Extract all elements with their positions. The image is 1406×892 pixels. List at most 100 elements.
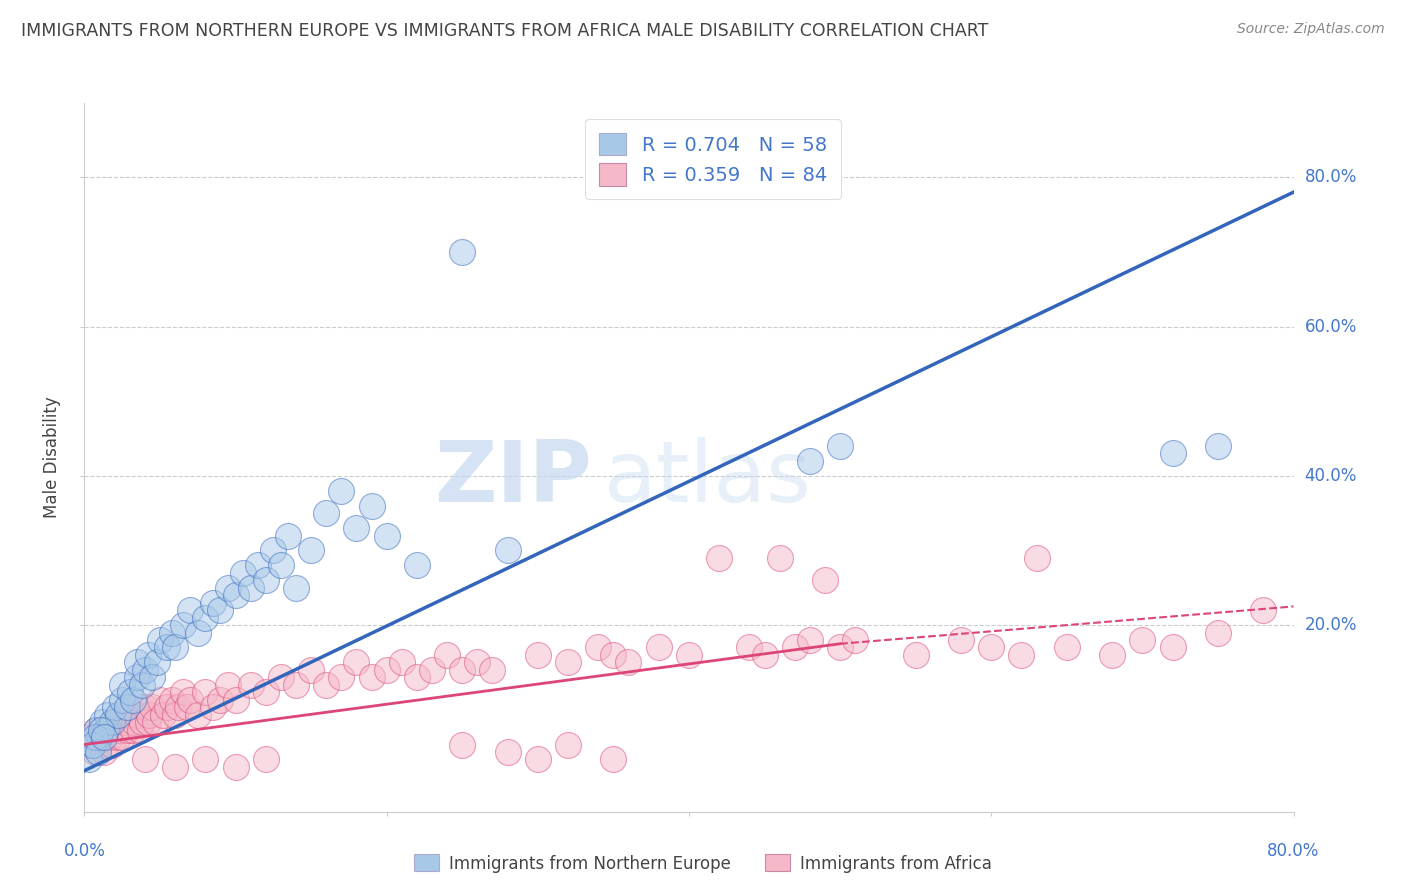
Point [648,640,671,655]
Point [277,528,299,542]
Point [617,656,640,670]
Point [104,715,127,730]
Point [167,700,190,714]
Legend: Immigrants from Northern Europe, Immigrants from Africa: Immigrants from Northern Europe, Immigra… [408,847,998,880]
Point [1161,446,1184,460]
Point [225,760,247,774]
Point [436,648,458,662]
Point [232,566,254,580]
Point [82,738,104,752]
Point [127,656,149,670]
Point [330,483,353,498]
Point [262,543,284,558]
Point [678,648,700,662]
Point [270,558,292,573]
Point [96,723,118,737]
Point [209,603,232,617]
Point [87,745,110,759]
Text: 40.0%: 40.0% [1305,467,1357,485]
Point [84,730,107,744]
Text: IMMIGRANTS FROM NORTHERN EUROPE VS IMMIGRANTS FROM AFRICA MALE DISABILITY CORREL: IMMIGRANTS FROM NORTHERN EUROPE VS IMMIG… [21,22,988,40]
Point [131,678,153,692]
Point [165,760,187,774]
Point [950,633,973,648]
Point [93,745,115,759]
Point [299,663,322,677]
Point [904,648,927,662]
Point [467,656,489,670]
Text: 80.0%: 80.0% [1305,169,1357,186]
Point [176,700,198,714]
Point [1253,603,1275,617]
Point [451,663,474,677]
Point [160,625,183,640]
Point [270,670,292,684]
Point [179,603,201,617]
Point [209,692,232,706]
Point [131,715,153,730]
Point [247,558,270,573]
Point [127,707,149,722]
Point [111,730,134,744]
Point [84,745,107,759]
Point [1206,439,1229,453]
Point [769,550,792,565]
Point [107,707,129,722]
Point [1161,640,1184,655]
Point [799,454,821,468]
Point [201,700,224,714]
Point [77,738,100,752]
Point [783,640,806,655]
Point [451,244,474,259]
Point [146,656,169,670]
Point [93,730,115,744]
Point [80,730,103,744]
Point [149,692,172,706]
Point [111,678,134,692]
Point [145,715,167,730]
Point [149,633,172,648]
Point [172,618,194,632]
Point [406,558,429,573]
Point [346,521,368,535]
Point [134,663,156,677]
Point [602,648,624,662]
Point [91,730,114,744]
Point [160,692,183,706]
Point [121,692,143,706]
Point [194,752,217,766]
Point [360,499,382,513]
Point [1206,625,1229,640]
Point [496,745,519,759]
Point [217,678,239,692]
Point [77,752,100,766]
Point [406,670,429,684]
Point [121,723,143,737]
Point [1056,640,1078,655]
Point [1101,648,1123,662]
Point [980,640,1002,655]
Point [375,528,398,542]
Point [239,678,262,692]
Point [118,707,141,722]
Point [107,730,129,744]
Text: atlas: atlas [605,437,813,520]
Point [122,715,145,730]
Point [391,656,413,670]
Point [254,574,277,588]
Point [217,581,239,595]
Point [239,581,262,595]
Point [136,648,159,662]
Text: 80.0%: 80.0% [1267,842,1320,860]
Point [844,633,866,648]
Text: Source: ZipAtlas.com: Source: ZipAtlas.com [1237,22,1385,37]
Point [179,692,201,706]
Point [134,700,156,714]
Point [225,588,247,602]
Point [315,506,337,520]
Point [80,738,103,752]
Point [118,685,141,699]
Point [557,656,579,670]
Text: ZIP: ZIP [434,437,592,520]
Point [187,625,209,640]
